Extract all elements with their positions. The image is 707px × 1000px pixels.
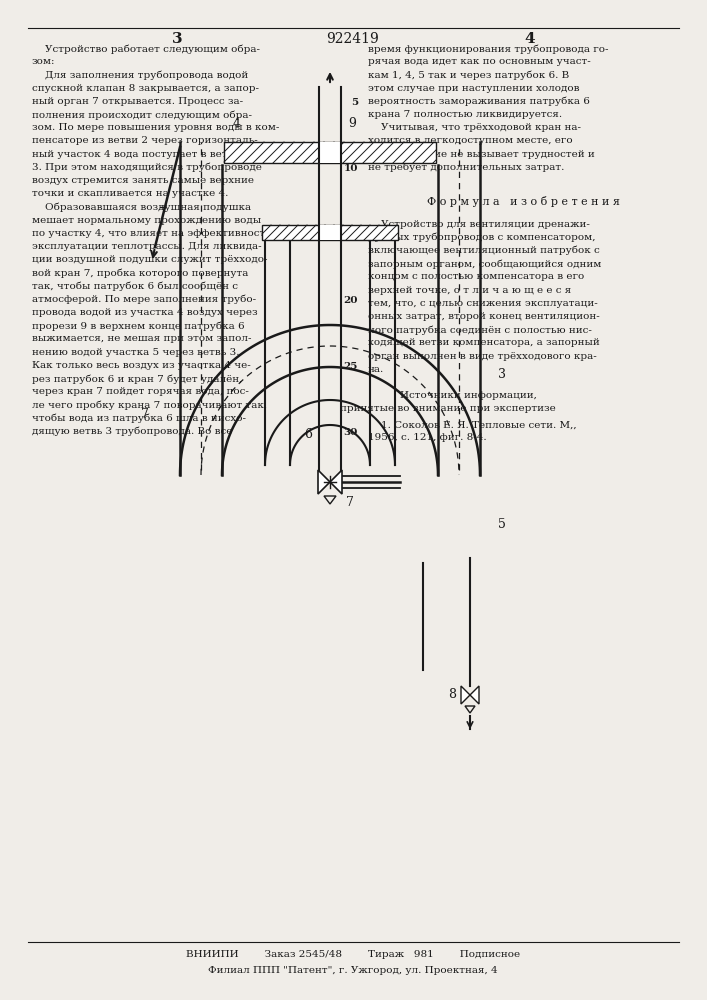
Text: Источники информации,: Источники информации,: [399, 391, 537, 400]
Text: Учитывая, что трёхходовой кран на-: Учитывая, что трёхходовой кран на-: [368, 123, 581, 132]
Text: 20: 20: [344, 296, 358, 305]
Text: концом с полостью компенсатора в его: концом с полостью компенсатора в его: [368, 272, 584, 281]
Text: 15: 15: [344, 230, 358, 239]
Text: рез патрубок 6 и кран 7 будет удалён,: рез патрубок 6 и кран 7 будет удалён,: [32, 374, 243, 383]
Text: 30: 30: [344, 428, 358, 437]
Text: не требует дополнительных затрат.: не требует дополнительных затрат.: [368, 163, 564, 172]
Bar: [262, 225, 398, 240]
Text: Устройство работает следующим обра-: Устройство работает следующим обра-: [32, 44, 260, 53]
Polygon shape: [318, 470, 330, 494]
Text: этом случае при наступлении холодов: этом случае при наступлении холодов: [368, 84, 580, 93]
Text: 9: 9: [348, 117, 356, 130]
Text: 1956, с. 121, фиг. 8-4.: 1956, с. 121, фиг. 8-4.: [368, 433, 486, 442]
Text: орган выполнен в виде трёхходового кра-: орган выполнен в виде трёхходового кра-: [368, 352, 597, 361]
Text: на.: на.: [368, 365, 384, 374]
Polygon shape: [470, 686, 479, 704]
Text: верхней точке, о т л и ч а ю щ е е с я: верхней точке, о т л и ч а ю щ е е с я: [368, 286, 571, 295]
Polygon shape: [461, 686, 470, 704]
Text: рячая вода идет как по основным участ-: рячая вода идет как по основным участ-: [368, 57, 591, 66]
Text: нению водой участка 5 через ветвь 3.: нению водой участка 5 через ветвь 3.: [32, 348, 240, 357]
Text: 7: 7: [141, 408, 149, 422]
Text: ходящей ветви компенсатора, а запорный: ходящей ветви компенсатора, а запорный: [368, 338, 600, 347]
Text: ходится в легкодоступном месте, его: ходится в легкодоступном месте, его: [368, 136, 573, 145]
Text: Для заполнения трубопровода водой: Для заполнения трубопровода водой: [32, 70, 248, 80]
Text: Как только весь воздух из участка 4 че-: Как только весь воздух из участка 4 че-: [32, 361, 251, 370]
Text: пенсаторе из ветви 2 через горизонталь-: пенсаторе из ветви 2 через горизонталь-: [32, 136, 258, 145]
Text: ный участок 4 вода поступает в ветвь: ный участок 4 вода поступает в ветвь: [32, 150, 239, 159]
Text: руемых трубопроводов с компенсатором,: руемых трубопроводов с компенсатором,: [368, 233, 595, 242]
Bar: [319, 225, 341, 240]
Text: 922419: 922419: [327, 32, 380, 46]
Text: провода водой из участка 4 воздух через: провода водой из участка 4 воздух через: [32, 308, 257, 317]
Text: кам 1, 4, 5 так и через патрубок 6. В: кам 1, 4, 5 так и через патрубок 6. В: [368, 70, 569, 80]
Text: через кран 7 пойдет горячая вода, пос-: через кран 7 пойдет горячая вода, пос-: [32, 387, 249, 396]
Text: вероятность замораживания патрубка 6: вероятность замораживания патрубка 6: [368, 97, 590, 106]
Text: полнения происходит следующим обра-: полнения происходит следующим обра-: [32, 110, 252, 119]
Text: 3. При этом находящийся в трубопроводе: 3. При этом находящийся в трубопроводе: [32, 163, 262, 172]
Text: Образовавшаяся воздушная подушка: Образовавшаяся воздушная подушка: [32, 202, 251, 212]
Text: точки и скапливается на участке 4.: точки и скапливается на участке 4.: [32, 189, 228, 198]
Text: 8: 8: [448, 688, 456, 702]
Text: включающее вентиляционный патрубок с: включающее вентиляционный патрубок с: [368, 246, 600, 255]
Bar: [319, 142, 341, 163]
Text: 4: 4: [233, 117, 241, 130]
Text: 3: 3: [172, 32, 182, 46]
Text: ного патрубка соединён с полостью нис-: ного патрубка соединён с полостью нис-: [368, 325, 592, 335]
Text: крана 7 полностью ликвидируется.: крана 7 полностью ликвидируется.: [368, 110, 562, 119]
Text: 5: 5: [351, 98, 358, 107]
Text: онных затрат, второй конец вентиляцион-: онных затрат, второй конец вентиляцион-: [368, 312, 600, 321]
Text: тем, что, с целью снижения эксплуатаци-: тем, что, с целью снижения эксплуатаци-: [368, 299, 597, 308]
Text: выжимается, не мешая при этом запол-: выжимается, не мешая при этом запол-: [32, 334, 252, 343]
Text: дящую ветвь 3 трубопровода. Во все: дящую ветвь 3 трубопровода. Во все: [32, 427, 233, 436]
Text: зом. По мере повышения уровня воды в ком-: зом. По мере повышения уровня воды в ком…: [32, 123, 279, 132]
Text: запорным органом, сообщающийся одним: запорным органом, сообщающийся одним: [368, 259, 602, 269]
Bar: [224, 142, 436, 163]
Text: эксплуатации теплотрассы. Для ликвида-: эксплуатации теплотрассы. Для ликвида-: [32, 242, 262, 251]
Text: ВНИИПИ        Заказ 2545/48        Тираж   981        Подписное: ВНИИПИ Заказ 2545/48 Тираж 981 Подписное: [186, 950, 520, 959]
Text: чтобы вода из патрубка 6 шла в нисхо-: чтобы вода из патрубка 6 шла в нисхо-: [32, 414, 246, 423]
Text: мешает нормальному прохождению воды: мешает нормальному прохождению воды: [32, 216, 261, 225]
Text: 6: 6: [304, 428, 312, 442]
Text: ции воздушной подушки служит трёхходо-: ции воздушной подушки служит трёхходо-: [32, 255, 267, 264]
Text: зом:: зом:: [32, 57, 56, 66]
Text: 5: 5: [498, 518, 506, 532]
Text: вой кран 7, пробка которого повернута: вой кран 7, пробка которого повернута: [32, 268, 248, 278]
Text: атмосферой. По мере заполнения трубо-: атмосферой. По мере заполнения трубо-: [32, 295, 256, 304]
Text: Филиал ППП "Патент", г. Ужгород, ул. Проектная, 4: Филиал ППП "Патент", г. Ужгород, ул. Про…: [208, 966, 498, 975]
Text: ле чего пробку крана 7 поворачивают так,: ле чего пробку крана 7 поворачивают так,: [32, 400, 267, 410]
Text: по участку 4, что влияет на эффективность: по участку 4, что влияет на эффективност…: [32, 229, 271, 238]
Text: спускной клапан 8 закрывается, а запор-: спускной клапан 8 закрывается, а запор-: [32, 84, 259, 93]
Text: принятые во внимание при экспертизе: принятые во внимание при экспертизе: [340, 404, 556, 413]
Text: Ф о р м у л а   и з о б р е т е н и я: Ф о р м у л а и з о б р е т е н и я: [426, 196, 619, 207]
Text: прорези 9 в верхнем конце патрубка 6: прорези 9 в верхнем конце патрубка 6: [32, 321, 245, 331]
Text: воздух стремится занять самые верхние: воздух стремится занять самые верхние: [32, 176, 254, 185]
Text: так, чтобы патрубок 6 был сообщён с: так, чтобы патрубок 6 был сообщён с: [32, 282, 238, 291]
Text: время функционирования трубопровода го-: время функционирования трубопровода го-: [368, 44, 609, 53]
Text: Устройство для вентиляции дренажи-: Устройство для вентиляции дренажи-: [368, 220, 590, 229]
Text: 7: 7: [346, 495, 354, 508]
Polygon shape: [330, 470, 342, 494]
Text: 3: 3: [498, 368, 506, 381]
Text: ный орган 7 открывается. Процесс за-: ный орган 7 открывается. Процесс за-: [32, 97, 243, 106]
Text: обслуживание не вызывает трудностей и: обслуживание не вызывает трудностей и: [368, 150, 595, 159]
Text: 25: 25: [344, 362, 358, 371]
Text: 1. Соколов Е. Я. Тепловые сети. М,,: 1. Соколов Е. Я. Тепловые сети. М,,: [368, 420, 577, 429]
Text: 10: 10: [344, 164, 358, 173]
Text: 4: 4: [525, 32, 535, 46]
